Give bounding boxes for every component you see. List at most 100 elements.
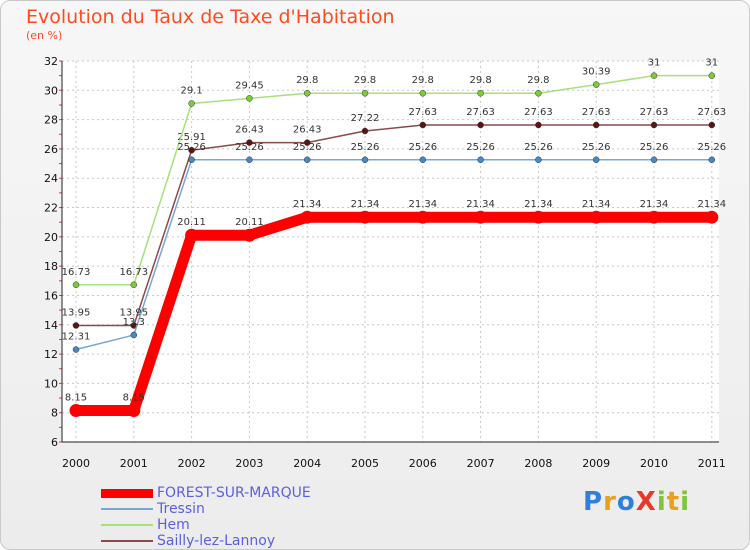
data-point (130, 281, 138, 289)
data-label: 25.26 (582, 142, 611, 153)
data-point (708, 121, 716, 129)
y-tick-label: 18 (44, 260, 58, 273)
x-tick-label: 2005 (351, 457, 379, 470)
data-point (592, 121, 600, 129)
data-label: 27.63 (466, 107, 495, 118)
data-point (531, 210, 545, 224)
data-label: 27.63 (408, 107, 437, 118)
logo-letter: X (635, 487, 657, 517)
data-label: 25.26 (293, 142, 322, 153)
data-point (477, 89, 484, 97)
data-label: 25.26 (466, 142, 495, 153)
logo-letter: o (616, 487, 636, 517)
data-label: 16.73 (62, 267, 91, 278)
data-point (72, 281, 80, 289)
data-label: 13.95 (119, 308, 148, 319)
data-label: 30.39 (582, 67, 611, 78)
data-label: 25.26 (524, 142, 553, 153)
data-point (303, 139, 311, 146)
data-point (72, 322, 80, 329)
data-point (246, 139, 253, 146)
data-label: 8.15 (123, 392, 145, 403)
data-point (592, 81, 600, 88)
data-point (188, 146, 195, 154)
data-point (650, 72, 658, 79)
data-label: 25.26 (235, 142, 264, 153)
data-label: 25.26 (640, 142, 669, 153)
y-tick-label: 22 (44, 202, 58, 215)
legend-swatch (101, 540, 153, 542)
data-point (303, 89, 311, 97)
data-label: 21.34 (582, 199, 611, 210)
x-tick-label: 2000 (62, 457, 90, 470)
data-label: 29.1 (180, 85, 202, 96)
x-tick-label: 2011 (698, 457, 726, 470)
y-tick-label: 28 (44, 114, 58, 127)
data-label: 13.95 (62, 308, 91, 319)
y-tick-label: 14 (44, 319, 58, 332)
data-point (69, 403, 83, 417)
legend-label: Sailly-lez-Lannoy (157, 533, 276, 549)
data-label: 21.34 (351, 199, 380, 210)
data-label: 25.26 (351, 142, 380, 153)
y-tick-label: 26 (44, 143, 58, 156)
legend-swatch (101, 524, 153, 526)
x-tick-label: 2009 (582, 457, 610, 470)
legend-label: Hem (157, 517, 190, 533)
legend-swatch (101, 488, 153, 498)
data-point (647, 210, 661, 224)
legend-label: Tressin (157, 501, 205, 517)
y-tick-label: 8 (51, 407, 58, 420)
data-label: 20.11 (235, 217, 264, 228)
logo-letter: i (656, 487, 667, 517)
data-label: 27.63 (697, 107, 726, 118)
logo-letter: t (666, 487, 681, 517)
data-label: 21.34 (466, 199, 495, 210)
data-point (705, 210, 719, 224)
y-tick-label: 32 (44, 55, 58, 68)
x-tick-label: 2006 (409, 457, 437, 470)
data-point (535, 89, 542, 97)
data-point (127, 403, 141, 417)
chart-unit: (en %) (26, 29, 63, 42)
data-point (535, 156, 542, 164)
data-point (416, 210, 430, 224)
data-label: 16.73 (119, 267, 148, 278)
logo-letter: i (680, 487, 691, 517)
data-label: 21.34 (524, 199, 553, 210)
data-point (474, 210, 488, 224)
data-label: 8.15 (65, 392, 87, 403)
data-label: 29.8 (469, 75, 491, 86)
data-label: 27.63 (640, 107, 669, 118)
data-point (592, 156, 600, 164)
data-label: 29.8 (296, 75, 318, 86)
series-line-0 (76, 211, 712, 416)
data-label: 25.26 (697, 142, 726, 153)
data-point (300, 210, 314, 224)
data-label: 26.43 (293, 125, 322, 136)
plot-area (62, 61, 719, 442)
data-point (246, 95, 253, 102)
data-point (419, 121, 427, 129)
legend-swatch (101, 508, 153, 510)
data-point (303, 156, 311, 164)
data-label: 29.8 (527, 75, 549, 86)
x-tick-label: 2010 (640, 457, 668, 470)
data-label: 29.8 (412, 75, 434, 86)
series-line-1 (75, 159, 712, 351)
x-tick-label: 2003 (235, 457, 263, 470)
data-point (477, 121, 484, 129)
data-label: 21.34 (293, 199, 322, 210)
data-point (535, 121, 542, 129)
data-point (361, 156, 369, 164)
y-tick-label: 12 (44, 348, 58, 361)
x-tick-label: 2001 (120, 457, 148, 470)
data-point (188, 156, 195, 164)
y-tick-label: 6 (51, 436, 58, 449)
data-point (246, 156, 253, 164)
data-label: 27.63 (582, 107, 611, 118)
data-label: 21.34 (640, 199, 669, 210)
data-point (72, 346, 80, 353)
x-tick-label: 2007 (467, 457, 495, 470)
